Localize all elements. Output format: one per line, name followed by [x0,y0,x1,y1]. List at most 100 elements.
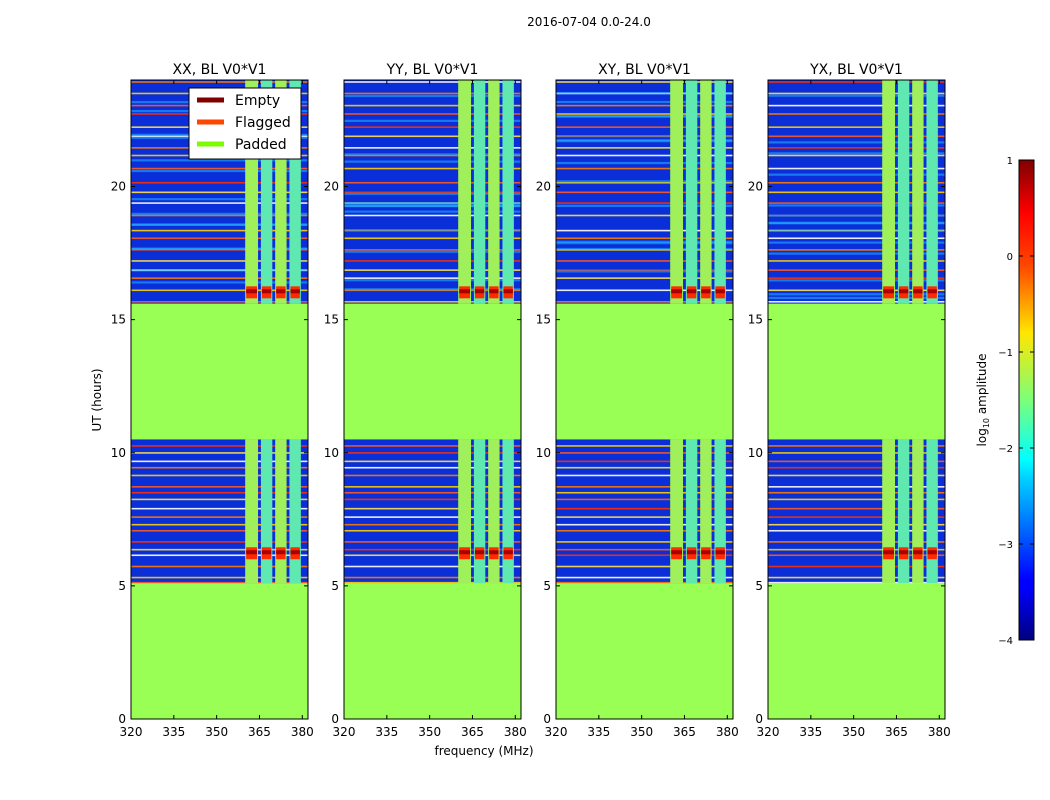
channel-band [502,80,514,304]
flag-row [556,214,733,217]
noise-row [556,139,733,142]
padded-region [344,303,521,440]
flag-row [768,445,945,447]
x-tick-label: 335 [375,725,398,739]
flag-row [131,167,308,170]
noise-row [768,152,945,155]
y-tick-label: 0 [755,712,763,726]
flag-row [131,581,308,584]
x-tick-label: 335 [587,725,610,739]
flag-row [768,460,945,463]
hot-spot-core [459,550,471,555]
flag-row [131,202,308,204]
noise-row [131,169,308,173]
panel-title: YX, BL V0*V1 [809,62,903,78]
hot-spot-core [290,550,300,555]
channel-band [882,80,896,304]
flag-row [131,548,308,551]
flag-row [131,81,308,83]
x-tick-label: 350 [630,725,653,739]
noise-row [768,173,945,176]
hot-spot-core [246,550,258,555]
channel-band [289,439,301,584]
noise-row [556,247,733,251]
y-tick-label: 5 [755,579,763,593]
panel-title: XY, BL V0*V1 [598,62,691,78]
panel-frame [767,79,946,720]
flag-row [344,113,521,115]
flag-row [131,452,308,454]
hot-spot-core [276,289,286,294]
flag-row [344,529,521,532]
flag-row [556,460,733,463]
hot-spot-core [715,550,725,555]
flag-row [344,565,521,568]
y-tick-label: 20 [111,180,126,194]
colorbar: 1 0 −1 −2 −3 −4 log10 amplitude [975,156,1035,647]
legend-label-flagged: Flagged [235,115,291,131]
hot-spot-core [261,289,272,294]
hot-spot-core [503,550,513,555]
padded-region [131,303,308,440]
flag-row [768,277,945,279]
noise-row [131,223,308,226]
hot-spot-core [898,289,909,294]
noise-row [768,252,945,255]
flag-row [131,181,308,184]
flag-row [768,154,945,157]
flag-row [556,147,733,149]
noise-row [344,229,521,232]
x-axis-label: frequency (MHz) [434,744,533,758]
flag-row [768,249,945,251]
noise-row [344,204,521,208]
flag-row [556,548,733,551]
flag-row [131,466,308,469]
channel-band [912,80,924,304]
noise-row [131,159,308,162]
legend-label-empty: Empty [235,93,280,109]
noise-row [344,94,521,98]
flag-row [556,181,733,184]
flag-row [768,147,945,149]
legend: Empty Flagged Padded [188,87,302,160]
colorbar-tick-label: −4 [998,636,1013,647]
hot-spot-core [261,550,272,555]
flag-row [344,300,521,303]
noise-row [556,161,733,165]
y-tick-label: 10 [324,446,339,460]
flag-row [768,466,945,469]
flag-row [556,498,733,501]
x-tick-label: 320 [333,725,356,739]
flag-row [768,581,945,584]
flag-row [556,229,733,232]
flag-row [131,445,308,447]
hot-spot-core [246,289,258,294]
channel-band [670,439,684,584]
channel-band [882,439,896,584]
channel-band [488,439,500,584]
y-tick-label: 10 [111,446,126,460]
flag-row [344,260,521,262]
noise-row [556,240,733,243]
hot-spot-core [927,550,937,555]
noise-row [768,241,945,244]
flag-row [344,269,521,271]
flag-row [768,202,945,204]
noise-row [556,242,733,245]
panel-frame [343,79,522,720]
noise-row [768,204,945,207]
flag-row [344,104,521,107]
flag-row [344,167,521,170]
panel-title: YY, BL V0*V1 [386,62,479,78]
hot-spot-core [913,289,923,294]
hot-spot-core [701,550,711,555]
flag-row [768,474,945,477]
noise-row [556,270,733,273]
padded-region [344,583,521,719]
noise-row [556,100,733,104]
flag-row [556,516,733,518]
colorbar-tick-label: 1 [1007,156,1013,167]
hot-spot-core [503,289,513,294]
flag-row [131,277,308,279]
